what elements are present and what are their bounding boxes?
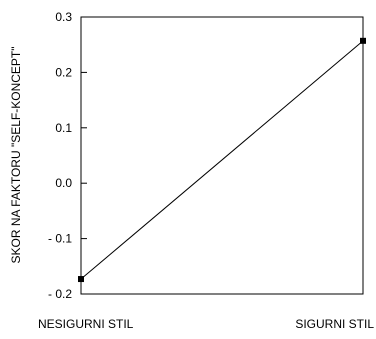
y-axis-title: SKOR NA FAKTORU "SELF-KONCEPT"	[9, 46, 23, 263]
x-category-label: NESIGURNI STIL	[38, 317, 134, 331]
y-tick-label: 0.0	[55, 176, 72, 190]
y-tick-label: 0.3	[55, 10, 72, 24]
y-axis-tick-labels: 0.3 0.2 0.1 0.0 - 0.1 - 0.2	[48, 10, 72, 301]
y-tick-label: - 0.2	[48, 287, 72, 301]
data-point-marker	[360, 37, 366, 44]
series-line	[80, 40, 364, 280]
x-axis-category-labels: NESIGURNI STIL SIGURNI STIL	[38, 317, 374, 331]
y-axis-ticks	[81, 16, 87, 295]
y-tick-label: 0.1	[55, 121, 72, 135]
y-tick-label: 0.2	[55, 65, 72, 79]
series-group	[78, 37, 366, 283]
plot-frame	[80, 16, 364, 295]
data-point-marker	[78, 276, 84, 283]
x-category-label: SIGURNI STIL	[295, 317, 374, 331]
y-tick-label: - 0.1	[48, 232, 72, 246]
